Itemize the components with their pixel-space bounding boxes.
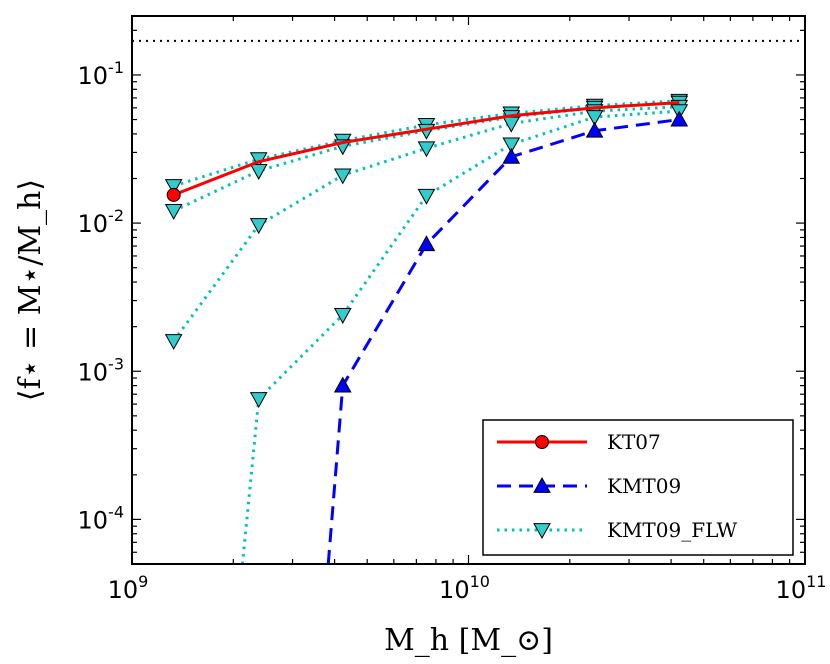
data-point xyxy=(417,141,436,158)
data-point xyxy=(502,116,521,133)
legend-marker xyxy=(533,523,551,540)
series-kmt09-1 xyxy=(326,110,689,564)
legend: KT07 KMT09 KMT09_FLW xyxy=(482,419,794,556)
ticks xyxy=(131,16,805,565)
x-tick-label: 109 xyxy=(108,572,149,604)
data-point xyxy=(164,203,183,220)
data-point xyxy=(333,308,352,324)
series-line xyxy=(173,101,680,197)
legend-label: KT07 xyxy=(607,430,661,454)
legend-marker xyxy=(535,435,549,449)
legend-label: KMT09_FLW xyxy=(607,518,738,542)
legend-marker xyxy=(533,476,551,493)
data-point xyxy=(585,121,604,138)
data-point xyxy=(417,188,436,205)
y-tick-label: 10-2 xyxy=(78,206,125,238)
series-kt07-0 xyxy=(166,101,680,202)
y-tick-label: 10-1 xyxy=(78,58,125,90)
data-point xyxy=(502,137,521,154)
data-point xyxy=(164,334,183,351)
legend-label: KMT09 xyxy=(607,474,681,498)
x-tick-label: 1010 xyxy=(439,572,490,604)
data-point xyxy=(585,110,604,127)
data-point xyxy=(249,218,268,235)
data-point xyxy=(249,392,268,408)
data-point xyxy=(417,235,436,252)
y-tick-label: 10-4 xyxy=(78,502,125,534)
x-tick-label: 1011 xyxy=(776,572,827,604)
data-point xyxy=(670,110,689,127)
data-point xyxy=(333,376,352,393)
data-point xyxy=(164,179,183,196)
x-axis-label: M_h [M_⊙] xyxy=(384,623,553,658)
data-point xyxy=(249,164,268,180)
y-axis-label: ⟨f⋆ = M⋆/M_h⟩ xyxy=(13,179,48,401)
data-point xyxy=(166,187,181,202)
data-point xyxy=(333,168,352,185)
data-point xyxy=(502,147,521,164)
series-line xyxy=(326,118,680,564)
series-kmt09-flw-5 xyxy=(241,104,689,564)
y-tick-label: 10-3 xyxy=(78,354,125,386)
